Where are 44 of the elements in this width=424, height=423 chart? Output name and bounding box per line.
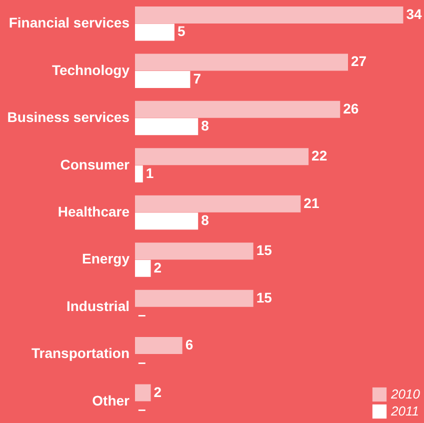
y-tick-label: Energy [82,250,130,267]
data-label: 15 [256,289,272,306]
data-label: 15 [256,242,272,258]
bar [135,70,190,88]
y-tick-label: Business services [7,109,130,126]
bar [135,54,348,71]
data-label: 34 [406,6,422,22]
y-tick-label: Financial services [8,14,130,31]
data-label: 21 [304,194,320,211]
data-label: 26 [343,100,359,116]
legend-label: 2010 [390,386,421,402]
bar [135,118,198,136]
bar [135,242,254,260]
y-tick-label: Healthcare [58,204,130,220]
data-label: 22 [312,148,328,164]
bar [135,165,143,182]
bar [135,212,198,230]
bar [135,24,174,41]
text: – [138,354,146,370]
data-label: 8 [201,118,210,134]
bar [135,195,301,212]
data-label: 8 [201,212,210,228]
bar [135,6,404,24]
data-label: 2 [154,384,162,400]
text: – [138,306,146,323]
bar [135,290,254,307]
data-label: 6 [185,336,194,353]
bar [135,384,151,402]
data-label: 7 [193,70,202,86]
y-tick-label: Industrial [66,298,130,314]
y-tick-label: Other [92,392,130,408]
bar [135,100,340,118]
y-tick-label: Transportation [31,345,130,362]
bar [135,148,309,166]
data-label: 2 [154,259,162,276]
data-label: 5 [177,23,186,40]
y-tick-label: Technology [52,62,130,78]
y-tick-label: Consumer [60,156,130,172]
data-label: 1 [146,164,154,181]
bar [135,260,151,277]
bar [135,337,182,354]
legend-label: 2011 [390,404,419,418]
text: – [138,401,146,418]
data-label: 27 [351,53,367,70]
